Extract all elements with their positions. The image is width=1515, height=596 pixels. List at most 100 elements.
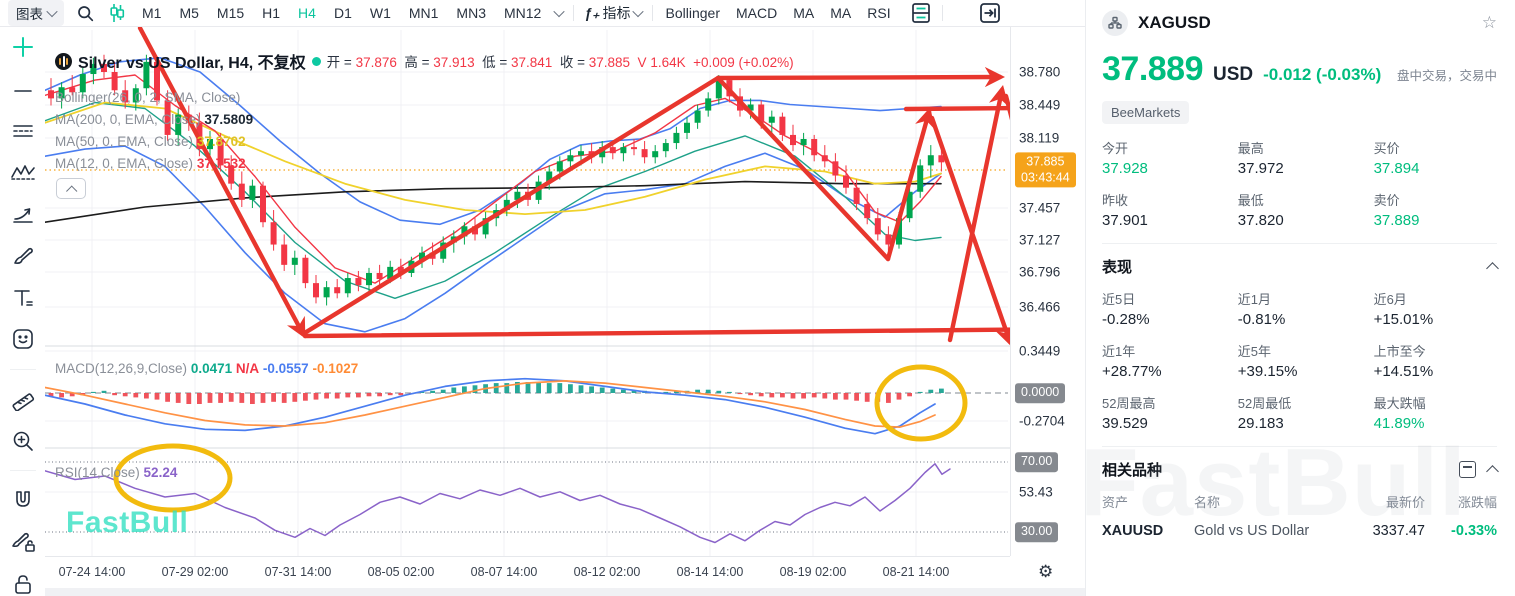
date-axis-label: 08-12 02:00 [573,565,641,579]
indicator-button-macd[interactable]: MACD [736,5,778,21]
collapse-panel-icon[interactable] [979,2,1001,24]
macd-value-2: N/A [235,361,260,376]
collapse-indicators-button[interactable] [56,178,86,199]
magnet-tool-icon[interactable] [10,488,36,513]
date-axis-label: 08-19 02:00 [779,565,847,579]
annotation-arrows [137,27,1085,357]
text-tool-icon[interactable] [10,285,36,310]
chevron-down-icon [631,5,644,18]
price-row: 37.889 USD -0.012 (-0.03%) 盘中交易，交易中 [1102,50,1497,89]
ma200-value: 37.5809 [204,112,254,127]
bottom-scroll-strip[interactable] [0,588,1085,596]
indicator-button-rsi[interactable]: RSI [867,5,891,21]
crosshair-icon[interactable] [10,35,36,60]
indicator-button-bollinger[interactable]: Bollinger [665,5,721,21]
drawing-toolbar [0,27,45,596]
macd-line [45,377,936,435]
collapse-chevron-icon[interactable] [1486,465,1499,478]
price-axis[interactable]: 38.780 38.449 38.119 37.457 37.127 36.796 36.4… [1010,27,1085,556]
macd-value-1: 0.0471 [190,361,233,376]
arrow-tool-icon[interactable] [10,202,36,227]
rsi-value: 52.24 [143,465,178,480]
highlight-circle [113,443,233,513]
tab-timeframe-w1[interactable]: W1 [369,5,391,21]
price-chart-canvas[interactable] [45,27,1085,596]
fx-icon: ƒ₊ [584,4,600,21]
timeframes-more-chevron-icon[interactable] [553,5,566,18]
stat-cell: 近5年 +39.15% [1237,344,1298,380]
stat-cell: 52周最高 39.529 [1102,396,1156,432]
bollinger-legend[interactable]: Bollinger(26, 0, 2, SMA, Close) [55,90,241,105]
bollinger-mid [45,101,942,299]
stat-cell: 最高 37.972 [1237,141,1284,177]
stat-cell: 今开 37.928 [1102,141,1148,177]
tab-timeframe-m5[interactable]: M5 [179,5,199,21]
stat-cell: 近6月 +15.01% [1373,292,1434,328]
quote-sidebar: FastBull XAGUSD ☆ 37.889 USD -0.012 (-0.… [1080,0,1515,596]
pattern-tool-icon[interactable] [10,160,36,185]
macd-value-4: -0.1027 [312,361,359,376]
ma50-legend[interactable]: MA(50, 0, EMA, Close) 37.8702 [55,134,246,149]
tab-timeframe-h1[interactable]: H1 [262,5,281,21]
indicator-button-ma2[interactable]: MA [830,5,852,21]
ruler-tool-icon[interactable] [10,387,36,412]
top-toolbar: 图表 M1 M5 M15 H1 H4 D1 W1 MN1 MN3 MN12 ƒ₊… [0,0,1085,27]
tab-timeframe-m1[interactable]: M1 [142,5,162,21]
tab-timeframe-m15[interactable]: M15 [216,5,245,21]
tab-timeframe-mn3[interactable]: MN3 [456,5,486,21]
sidebar-header: XAGUSD ☆ [1102,10,1497,36]
performance-section-header: 表现 [1102,256,1499,277]
zoom-in-tool-icon[interactable] [10,428,36,453]
stat-cell: 52周最低 29.183 [1237,396,1292,432]
brush-lock-tool-icon[interactable] [10,530,36,555]
axis-price-badge: 30.00 [1015,522,1059,542]
date-axis[interactable]: 07-24 14:00 07-29 02:00 07-31 14:00 08-05 0… [45,556,1010,588]
macd-value-3: -0.0557 [262,361,309,376]
ma200-legend[interactable]: MA(200, 0, EMA, Close) 37.5809 [55,112,254,127]
price-axis-label: 36.466 [1019,299,1061,315]
highlight-circle [874,364,968,442]
indicator-button-ma1[interactable]: MA [793,5,815,21]
macd-legend[interactable]: MACD(12,26,9,Close) 0.0471 N/A -0.0557 -… [55,361,359,376]
unlock-all-tool-icon[interactable] [10,571,36,596]
favorite-star-icon[interactable]: ☆ [1481,13,1497,32]
ma12-legend[interactable]: MA(12, 0, EMA, Close) 37.7532 [55,156,246,171]
price-axis-label: -0.2704 [1019,413,1065,429]
related-section-header: 相关品种 [1102,459,1499,480]
stat-cell: 昨收 37.901 [1102,193,1148,229]
rsi-legend[interactable]: RSI(14,Close) 52.24 [55,465,178,480]
date-axis-label: 08-05 02:00 [367,565,435,579]
tab-timeframe-mn12[interactable]: MN12 [503,5,542,21]
trendline-tool-icon[interactable] [10,77,36,102]
multi-layout-icon[interactable] [910,2,932,24]
change-value: +0.009 (+0.02%) [693,55,794,70]
tab-timeframe-h4[interactable]: H4 [298,5,316,21]
sidebar-symbol: XAGUSD [1138,13,1211,32]
indicators-menu-button[interactable]: ƒ₊ 指标 [584,3,644,23]
chart-menu-button[interactable]: 图表 [8,0,64,26]
broker-badge[interactable]: BeeMarkets [1102,101,1190,124]
price-axis-label: 36.796 [1019,264,1061,280]
collapse-chevron-icon[interactable] [1486,262,1499,275]
date-axis-label: 07-29 02:00 [161,565,229,579]
related-list-icon[interactable] [1459,461,1476,478]
low-value: 37.841 [511,55,553,70]
fib-lines-tool-icon[interactable] [10,118,36,143]
emoji-tool-icon[interactable] [10,327,36,352]
price-axis-label: 37.127 [1019,232,1061,248]
candlestick-style-icon[interactable] [106,2,128,24]
search-icon[interactable] [74,2,96,24]
open-value: 37.876 [355,55,397,70]
stat-cell: 卖价 37.889 [1373,193,1420,229]
related-row-xauusd[interactable]: XAUUSD Gold vs US Dollar 3337.47 -0.33% [1102,523,1497,539]
related-change: -0.33% [1451,523,1497,539]
stat-cell: 近1年 +28.77% [1102,344,1162,380]
performance-grid: 近5日 -0.28% 近1月 -0.81% 近6月 +15.01% 近1年 +28.77% 近5… [1102,289,1497,432]
axis-settings-gear-icon[interactable]: ⚙ [1038,562,1054,581]
chart-area[interactable]: Silver vs US Dollar, H4, 不复权 开 = 37.876 … [0,0,1085,596]
price-axis-label: 0.3449 [1019,343,1061,359]
brush-tool-icon[interactable] [10,244,36,269]
tab-timeframe-d1[interactable]: D1 [333,5,352,21]
tab-timeframe-mn1[interactable]: MN1 [408,5,439,21]
divider [1102,446,1497,447]
